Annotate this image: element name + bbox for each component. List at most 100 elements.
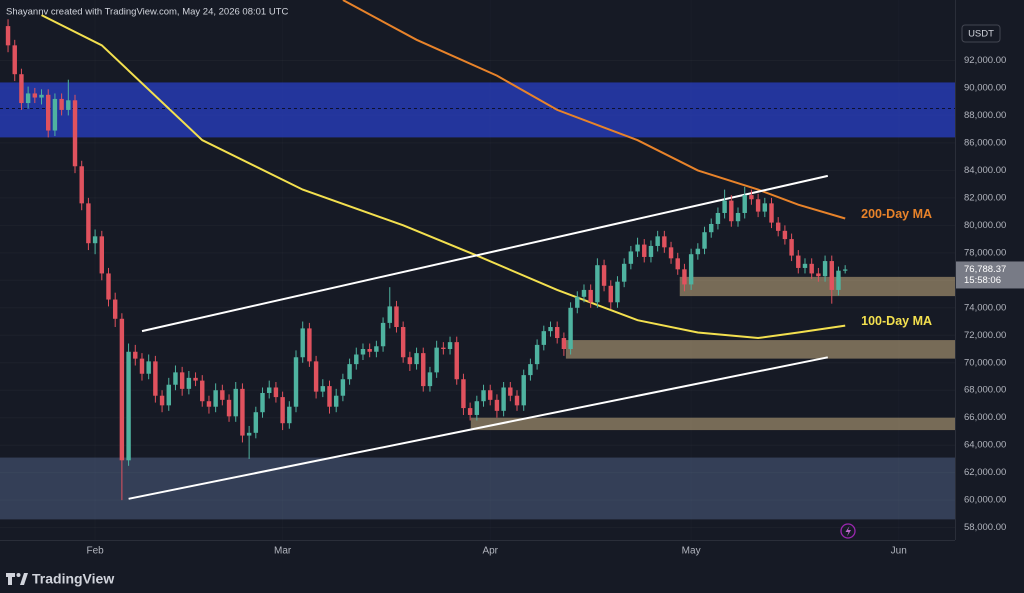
x-tick-label: Jun (891, 546, 907, 557)
candle-body (253, 412, 259, 433)
x-tick-label: Feb (86, 546, 104, 557)
candle-body (441, 347, 446, 350)
candle-body (575, 296, 580, 308)
candle-body (52, 98, 58, 131)
candle-body (508, 387, 513, 396)
y-tick-label: 62,000.00 (964, 467, 1006, 478)
candle-body (32, 93, 38, 98)
candle-body (414, 353, 419, 365)
candle-body (668, 247, 674, 259)
y-tick-label: 72,000.00 (964, 330, 1006, 341)
candle-body (374, 346, 379, 352)
candle-body (528, 364, 533, 376)
candle-body (802, 263, 808, 268)
candle-body (749, 195, 754, 200)
candle-body (394, 306, 399, 328)
y-tick-label: 60,000.00 (964, 495, 1006, 506)
y-tick-label: 70,000.00 (964, 357, 1006, 368)
candle-body (775, 222, 781, 231)
candle-body (327, 386, 332, 407)
candle-body (173, 372, 178, 385)
candle-body (829, 261, 834, 290)
candle-body (735, 212, 741, 222)
candle-body (742, 195, 747, 213)
candle-body (695, 248, 701, 255)
moving-average-line (342, 0, 846, 220)
trend-line (141, 174, 829, 333)
candle-body (608, 285, 613, 303)
candle-body (447, 342, 453, 350)
candle-body (836, 270, 841, 290)
candle-body (146, 361, 151, 374)
y-tick-label: 74,000.00 (964, 302, 1006, 313)
candle-body (548, 327, 553, 332)
candle-body (722, 200, 727, 213)
candle-body (662, 236, 667, 248)
candle-body (220, 390, 225, 400)
candle-body (709, 223, 714, 233)
y-tick-label: 78,000.00 (964, 247, 1006, 258)
candle-body (461, 379, 466, 409)
candle-body (126, 351, 131, 461)
candle-body (367, 349, 372, 352)
y-tick-label: 66,000.00 (964, 412, 1006, 423)
y-tick-label: 68,000.00 (964, 385, 1006, 396)
candle-body (682, 269, 687, 285)
candle-body (588, 289, 593, 303)
candle-body (347, 364, 352, 380)
candle-body (554, 327, 560, 339)
moving-average-label: 200-Day MA (861, 207, 932, 221)
candle-body (816, 273, 821, 277)
candle-body (360, 349, 366, 355)
candle-body (99, 236, 105, 274)
candle-body (769, 203, 774, 223)
y-tick-label: 86,000.00 (964, 137, 1006, 148)
zone (0, 457, 955, 520)
trend-line (128, 356, 828, 500)
candle-body (200, 380, 205, 402)
currency-box[interactable] (961, 24, 1001, 43)
axes: 58,000.00 60,000.00 62,000.00 64,000.00 66,0… (86, 55, 1024, 557)
candle-body (729, 200, 734, 222)
candle-body (427, 372, 433, 387)
header: Shayannv created with TradingView.com, M… (6, 7, 288, 18)
candle-body (400, 327, 406, 358)
candle-body (755, 199, 761, 212)
candle-body (648, 245, 654, 257)
candle-body (92, 236, 98, 244)
candle-body (380, 322, 386, 347)
candle-body (267, 387, 272, 393)
candle-body (628, 251, 634, 264)
candle-body (19, 74, 24, 104)
y-tick-label: 90,000.00 (964, 82, 1006, 93)
candle-body (39, 94, 44, 98)
currency-label[interactable]: USDT (968, 29, 994, 40)
candle-body (675, 258, 680, 270)
candle-body (809, 263, 814, 274)
candle-body (112, 299, 118, 319)
candle-body (581, 289, 587, 297)
candle-body (260, 392, 265, 413)
y-tick-label: 80,000.00 (964, 220, 1006, 231)
events-icon[interactable] (840, 523, 856, 539)
candle-body (702, 232, 707, 249)
candle-body (166, 384, 171, 406)
candle-body (541, 331, 547, 345)
candle-body (407, 357, 413, 365)
y-tick-label: 58,000.00 (964, 522, 1006, 533)
candle-body (635, 244, 640, 252)
candle-body (595, 265, 600, 303)
candle-body (688, 254, 694, 285)
candle-body (842, 269, 848, 271)
candle-body (313, 361, 319, 392)
candle-body (782, 230, 788, 240)
candle-body (467, 408, 473, 415)
zone (565, 340, 955, 359)
candle-body (387, 306, 392, 323)
events-icon-bolt (845, 526, 851, 537)
candle-body (474, 401, 480, 415)
candle-body (488, 390, 493, 400)
candle-body (568, 307, 573, 350)
candle-body (12, 45, 17, 75)
